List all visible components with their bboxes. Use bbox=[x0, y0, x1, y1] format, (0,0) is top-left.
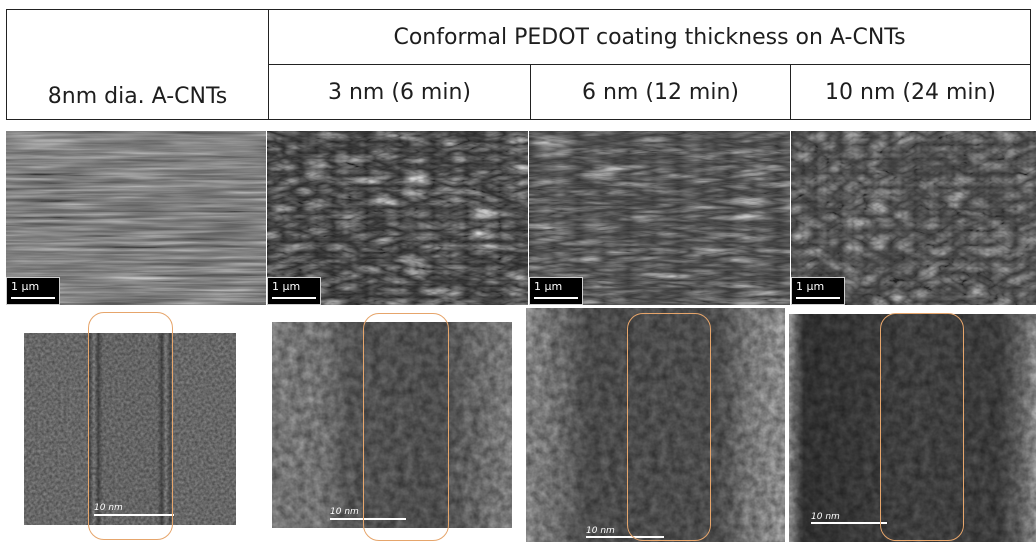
roi-outline bbox=[627, 313, 711, 541]
tem-scale-bar bbox=[330, 518, 406, 520]
tem-image-10nm bbox=[789, 314, 1036, 542]
header-table: 8nm dia. A-CNTs Conformal PEDOT coating … bbox=[6, 9, 1032, 120]
sem-scale-label: 1 μm bbox=[11, 280, 40, 293]
tem-scale-bar bbox=[94, 514, 174, 516]
tem-scale-label: 10 nm bbox=[94, 503, 123, 513]
roi-outline bbox=[880, 313, 964, 541]
sem-image-10nm: 1 μm bbox=[791, 131, 1036, 305]
tem-scale-label: 10 nm bbox=[586, 526, 615, 536]
header-group: Conformal PEDOT coating thickness on A-C… bbox=[267, 9, 1032, 65]
sem-scale-bar: 1 μm bbox=[6, 277, 60, 305]
sem-scale-bar: 1 μm bbox=[267, 277, 321, 305]
roi-outline bbox=[363, 313, 449, 541]
roi-outline bbox=[88, 312, 173, 540]
header-col-6nm-label: 6 nm (12 min) bbox=[582, 79, 739, 105]
header-col-acnt-label: 8nm dia. A-CNTs bbox=[47, 84, 228, 109]
header-col-acnt: 8nm dia. A-CNTs bbox=[6, 9, 269, 120]
sem-scale-bar: 1 μm bbox=[529, 277, 583, 305]
sem-scale-label: 1 μm bbox=[272, 280, 301, 293]
tem-image-6nm bbox=[526, 308, 785, 542]
tem-image-acnt bbox=[24, 333, 236, 525]
tem-scale-label: 10 nm bbox=[330, 507, 359, 517]
header-col-3nm-label: 3 nm (6 min) bbox=[328, 79, 471, 105]
sem-image-acnt: 1 μm bbox=[6, 131, 266, 305]
tem-image-3nm bbox=[272, 322, 512, 528]
tem-scale-bar bbox=[586, 536, 664, 538]
sem-image-6nm: 1 μm bbox=[529, 131, 790, 305]
sem-scale-label: 1 μm bbox=[796, 280, 825, 293]
header-col-6nm: 6 nm (12 min) bbox=[530, 64, 791, 120]
sem-scale-label: 1 μm bbox=[534, 280, 563, 293]
header-group-label: Conformal PEDOT coating thickness on A-C… bbox=[393, 24, 906, 50]
tem-scale-bar bbox=[811, 522, 887, 524]
header-col-10nm-label: 10 nm (24 min) bbox=[825, 79, 997, 105]
header-col-3nm: 3 nm (6 min) bbox=[268, 64, 531, 120]
sem-image-3nm: 1 μm bbox=[267, 131, 528, 305]
tem-scale-label: 10 nm bbox=[811, 512, 840, 522]
sem-scale-bar: 1 μm bbox=[791, 277, 845, 305]
header-col-10nm: 10 nm (24 min) bbox=[789, 64, 1032, 120]
